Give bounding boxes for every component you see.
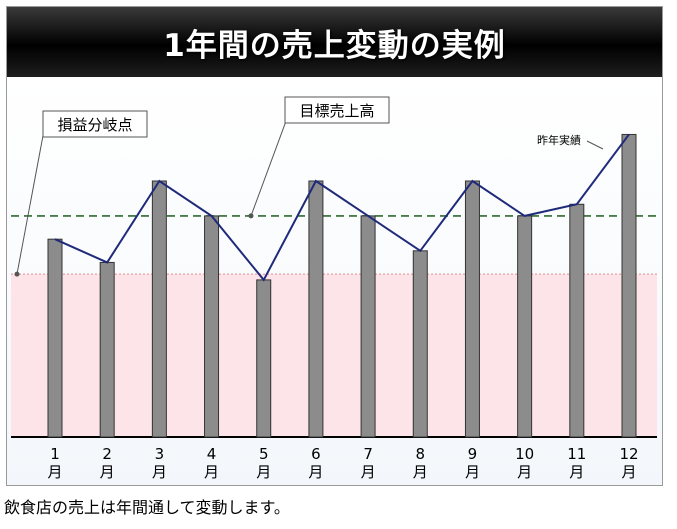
last-year-leader	[586, 140, 604, 150]
chart-title: 1年間の売上変動の実例	[7, 7, 662, 77]
bar-8	[412, 250, 428, 438]
chart-area: 1 月 2 月 3 月 4 月 5 月 6 月 7 月 8 月 9 月 10 月 11 月 12 月 損益分岐点 目標売上高昨年実…	[7, 77, 662, 485]
bar-3	[151, 180, 167, 438]
bar-7	[360, 215, 376, 438]
bar-6	[308, 180, 324, 438]
below-break-even-region	[11, 274, 657, 437]
break-even-callout-box	[42, 110, 148, 138]
x-tick-label: 11 月	[567, 445, 586, 481]
last-year-label: 昨年実績	[537, 133, 581, 147]
bar-4	[204, 215, 220, 438]
chart-frame: 1年間の売上変動の実例 1 月 2 月 3 月 4 月 5 月 6 月 7 月 8 月 9 月 10 月 11 月 12 月 損…	[6, 6, 663, 486]
break-even-marker	[14, 271, 20, 277]
last-year-line	[54, 133, 630, 282]
target-marker	[248, 213, 254, 219]
chart-caption: 飲食店の売上は年間通して変動します。	[4, 498, 290, 517]
bar-10	[517, 215, 533, 438]
bar-5	[256, 279, 272, 438]
bar-1	[47, 238, 63, 438]
bar-11	[569, 203, 585, 438]
bar-9	[464, 180, 480, 438]
target-label: 目標売上高	[299, 102, 374, 120]
target-callout-box	[284, 96, 390, 124]
x-tick-label: 12 月	[619, 445, 638, 481]
bar-12	[621, 133, 637, 438]
target-leader	[250, 112, 290, 217]
break-even-leader	[16, 124, 46, 275]
bar-2	[99, 261, 115, 438]
x-tick-label: 10 月	[515, 445, 534, 481]
break-even-label: 損益分岐点	[57, 116, 132, 134]
chart-plot: 1 月 2 月 3 月 4 月 5 月 6 月 7 月 8 月 9 月 10 月 11 月 12 月 損益分岐点 目標売上高昨年実…	[11, 96, 657, 481]
